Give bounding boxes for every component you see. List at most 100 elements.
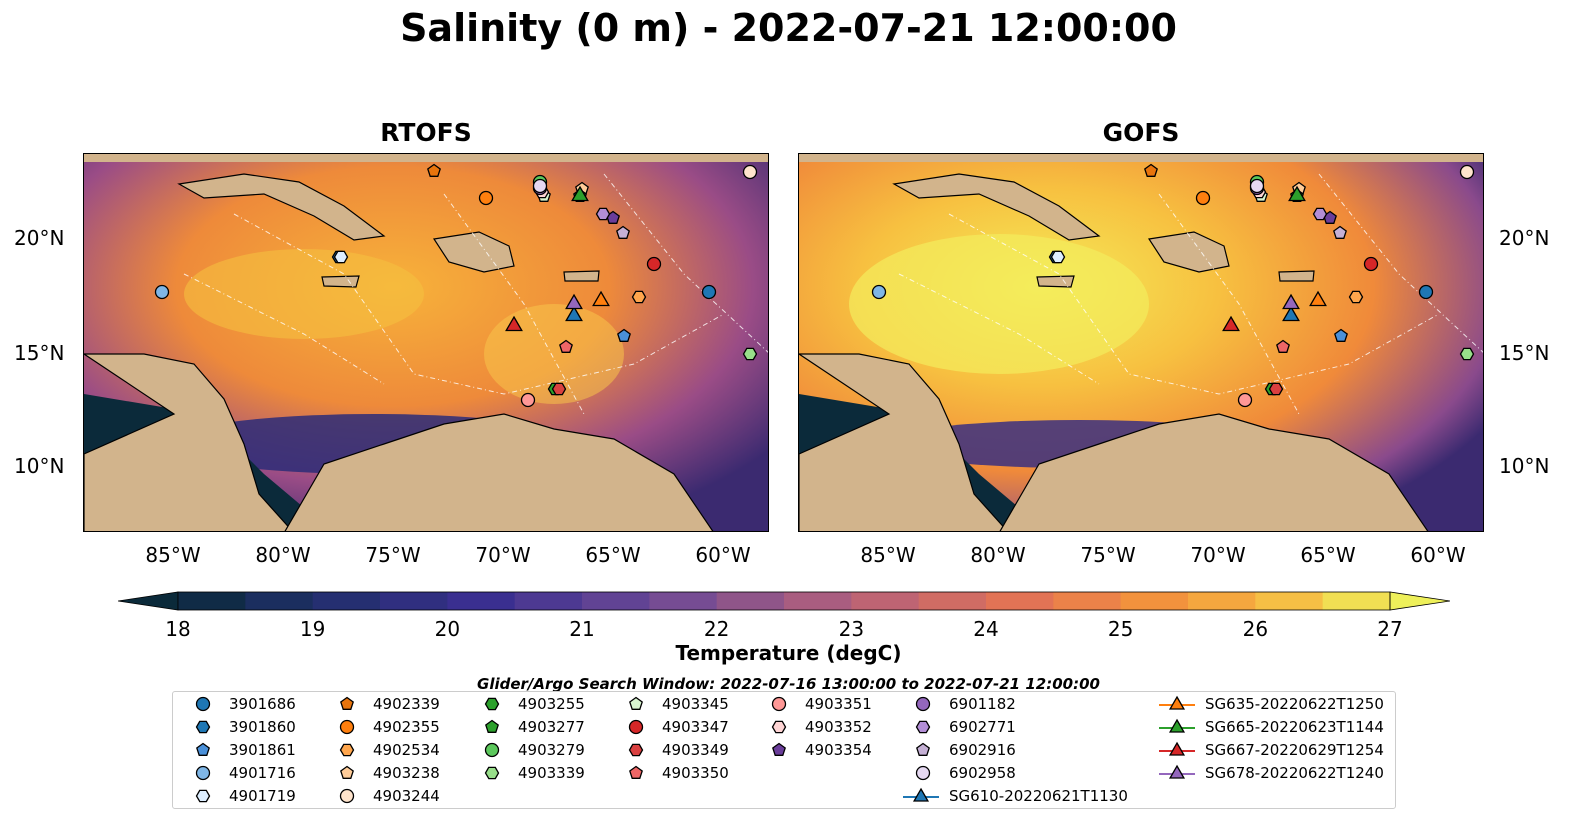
- colorbar-segment: [918, 592, 987, 610]
- hexagon-icon: [195, 720, 211, 734]
- colorbar-tick-label: 22: [703, 617, 730, 641]
- lat-label-right: 20°N: [1499, 226, 1550, 250]
- legend-marker-icon: [915, 765, 931, 781]
- colorbar-segment: [380, 592, 448, 610]
- colorbar-segment: [1053, 592, 1122, 610]
- lon-label: 60°W: [1410, 543, 1466, 567]
- pentagon-icon: [485, 719, 499, 733]
- platform-marker-4903350: [1276, 339, 1290, 353]
- legend-marker-icon: [772, 742, 786, 756]
- platform-marker-4902339: [1144, 163, 1158, 177]
- colorbar-segment: [1322, 592, 1391, 610]
- lon-label: 70°W: [475, 543, 531, 567]
- lat-label-left: 10°N: [14, 454, 65, 478]
- pentagon-icon: [196, 742, 210, 756]
- map-rtofs[interactable]: [83, 153, 769, 532]
- markers-layer-gofs: [799, 154, 1483, 531]
- platform-marker-sg667-20220629t1254: [505, 315, 523, 332]
- legend-item-label: 4903354: [805, 741, 872, 759]
- colorbar-tick-label: 23: [838, 617, 865, 641]
- legend-marker-icon: [339, 788, 355, 804]
- north-land: [799, 154, 1483, 162]
- legend-item-label: SG610-20220621T1130: [949, 787, 1128, 805]
- pentagon-icon: [629, 765, 643, 779]
- platform-marker-4903349: [1268, 382, 1284, 396]
- platform-marker-sg610-20220621t1130: [1282, 305, 1300, 322]
- lat-label-left: 15°N: [14, 341, 65, 365]
- colorbar-label: Temperature (degC): [675, 641, 902, 665]
- legend-marker-icon: [628, 743, 644, 757]
- eez-boundaries: [183, 173, 768, 415]
- pentagon-icon: [340, 765, 354, 779]
- platform-marker-4901716: [154, 284, 170, 300]
- colorbar-segment: [784, 592, 852, 610]
- jamaica-land: [1036, 275, 1075, 288]
- legend-item-label: 6901182: [949, 695, 1016, 713]
- legend-marker-icon: [903, 787, 939, 802]
- colorbar-tick-label: 25: [1107, 617, 1134, 641]
- panel-title-gofs: GOFS: [1102, 118, 1180, 147]
- legend-marker-icon: [195, 789, 211, 803]
- north-land: [84, 154, 768, 162]
- platform-marker-4902339: [427, 163, 441, 177]
- colorbar-segment: [986, 592, 1054, 610]
- legend-item-label: SG667-20220629T1254: [1205, 741, 1384, 759]
- platform-marker-4901716: [871, 284, 887, 300]
- platform-marker-4903347: [1363, 256, 1379, 272]
- lon-label: 70°W: [1190, 543, 1246, 567]
- platform-marker-3901861: [617, 328, 631, 342]
- colorbar-tick-label: 19: [299, 617, 326, 641]
- lat-label-left: 20°N: [14, 226, 65, 250]
- circle-icon: [484, 742, 500, 758]
- colorbar-segment: [582, 592, 650, 610]
- circle-icon: [339, 719, 355, 735]
- colorbar-segment: [649, 592, 718, 610]
- legend-item-label: 4903347: [662, 718, 729, 736]
- hexagon-icon: [484, 697, 500, 711]
- hexagon-icon: [915, 720, 931, 734]
- platform-marker-sg610-20220621t1130: [565, 305, 583, 322]
- legend-title: Glider/Argo Search Window: 2022-07-16 13…: [477, 675, 1100, 693]
- circle-icon: [339, 788, 355, 804]
- lon-label: 60°W: [695, 543, 751, 567]
- legend-item-label: SG665-20220623T1144: [1205, 718, 1384, 736]
- legend-marker-icon: [195, 765, 211, 781]
- legend-item-label: 6902771: [949, 718, 1016, 736]
- colorbar-segment: [1188, 592, 1256, 610]
- legend-marker-icon: [916, 742, 930, 756]
- legend-item-label: 4903339: [518, 764, 585, 782]
- legend-item-label: 4903351: [805, 695, 872, 713]
- map-gofs[interactable]: [798, 153, 1484, 532]
- platform-marker-3901861: [1334, 328, 1348, 342]
- legend-item-label: 4903279: [518, 741, 585, 759]
- jamaica-land: [321, 275, 360, 288]
- colorbar-tick-label: 18: [165, 617, 191, 641]
- platform-marker-4903351: [520, 392, 536, 408]
- pentagon-icon: [629, 696, 643, 710]
- lon-label: 85°W: [860, 543, 916, 567]
- legend-marker-icon: [340, 765, 354, 779]
- colorbar-tick-label: 24: [973, 617, 999, 641]
- panel-title-rtofs: RTOFS: [380, 118, 472, 147]
- legend-item-label: 4903244: [373, 787, 440, 805]
- platform-marker-4902355: [1195, 190, 1211, 206]
- colorbar-tick-label: 21: [569, 617, 595, 641]
- triangle-icon: [1168, 718, 1186, 733]
- central-america-land: [84, 353, 294, 531]
- platform-marker-sg635-20220622t1250: [592, 290, 610, 307]
- hexagon-icon: [628, 743, 644, 757]
- triangle-icon: [912, 787, 930, 802]
- platform-marker-sg635-20220622t1250: [1309, 290, 1327, 307]
- platform-marker-6902771: [1312, 207, 1328, 221]
- platform-marker-4902534: [631, 290, 647, 304]
- platform-marker-4903244: [1459, 164, 1475, 180]
- platform-marker-4903351: [1237, 392, 1253, 408]
- cuba-land: [177, 173, 386, 241]
- colorbar-segment: [851, 592, 920, 610]
- lon-label: 65°W: [1300, 543, 1356, 567]
- colorbar-tick-label: 26: [1242, 617, 1269, 641]
- warm-eddy: [849, 234, 1149, 374]
- lon-label: 75°W: [1080, 543, 1136, 567]
- legend-item-label: 4903345: [662, 695, 729, 713]
- puerto-rico-land: [563, 270, 600, 282]
